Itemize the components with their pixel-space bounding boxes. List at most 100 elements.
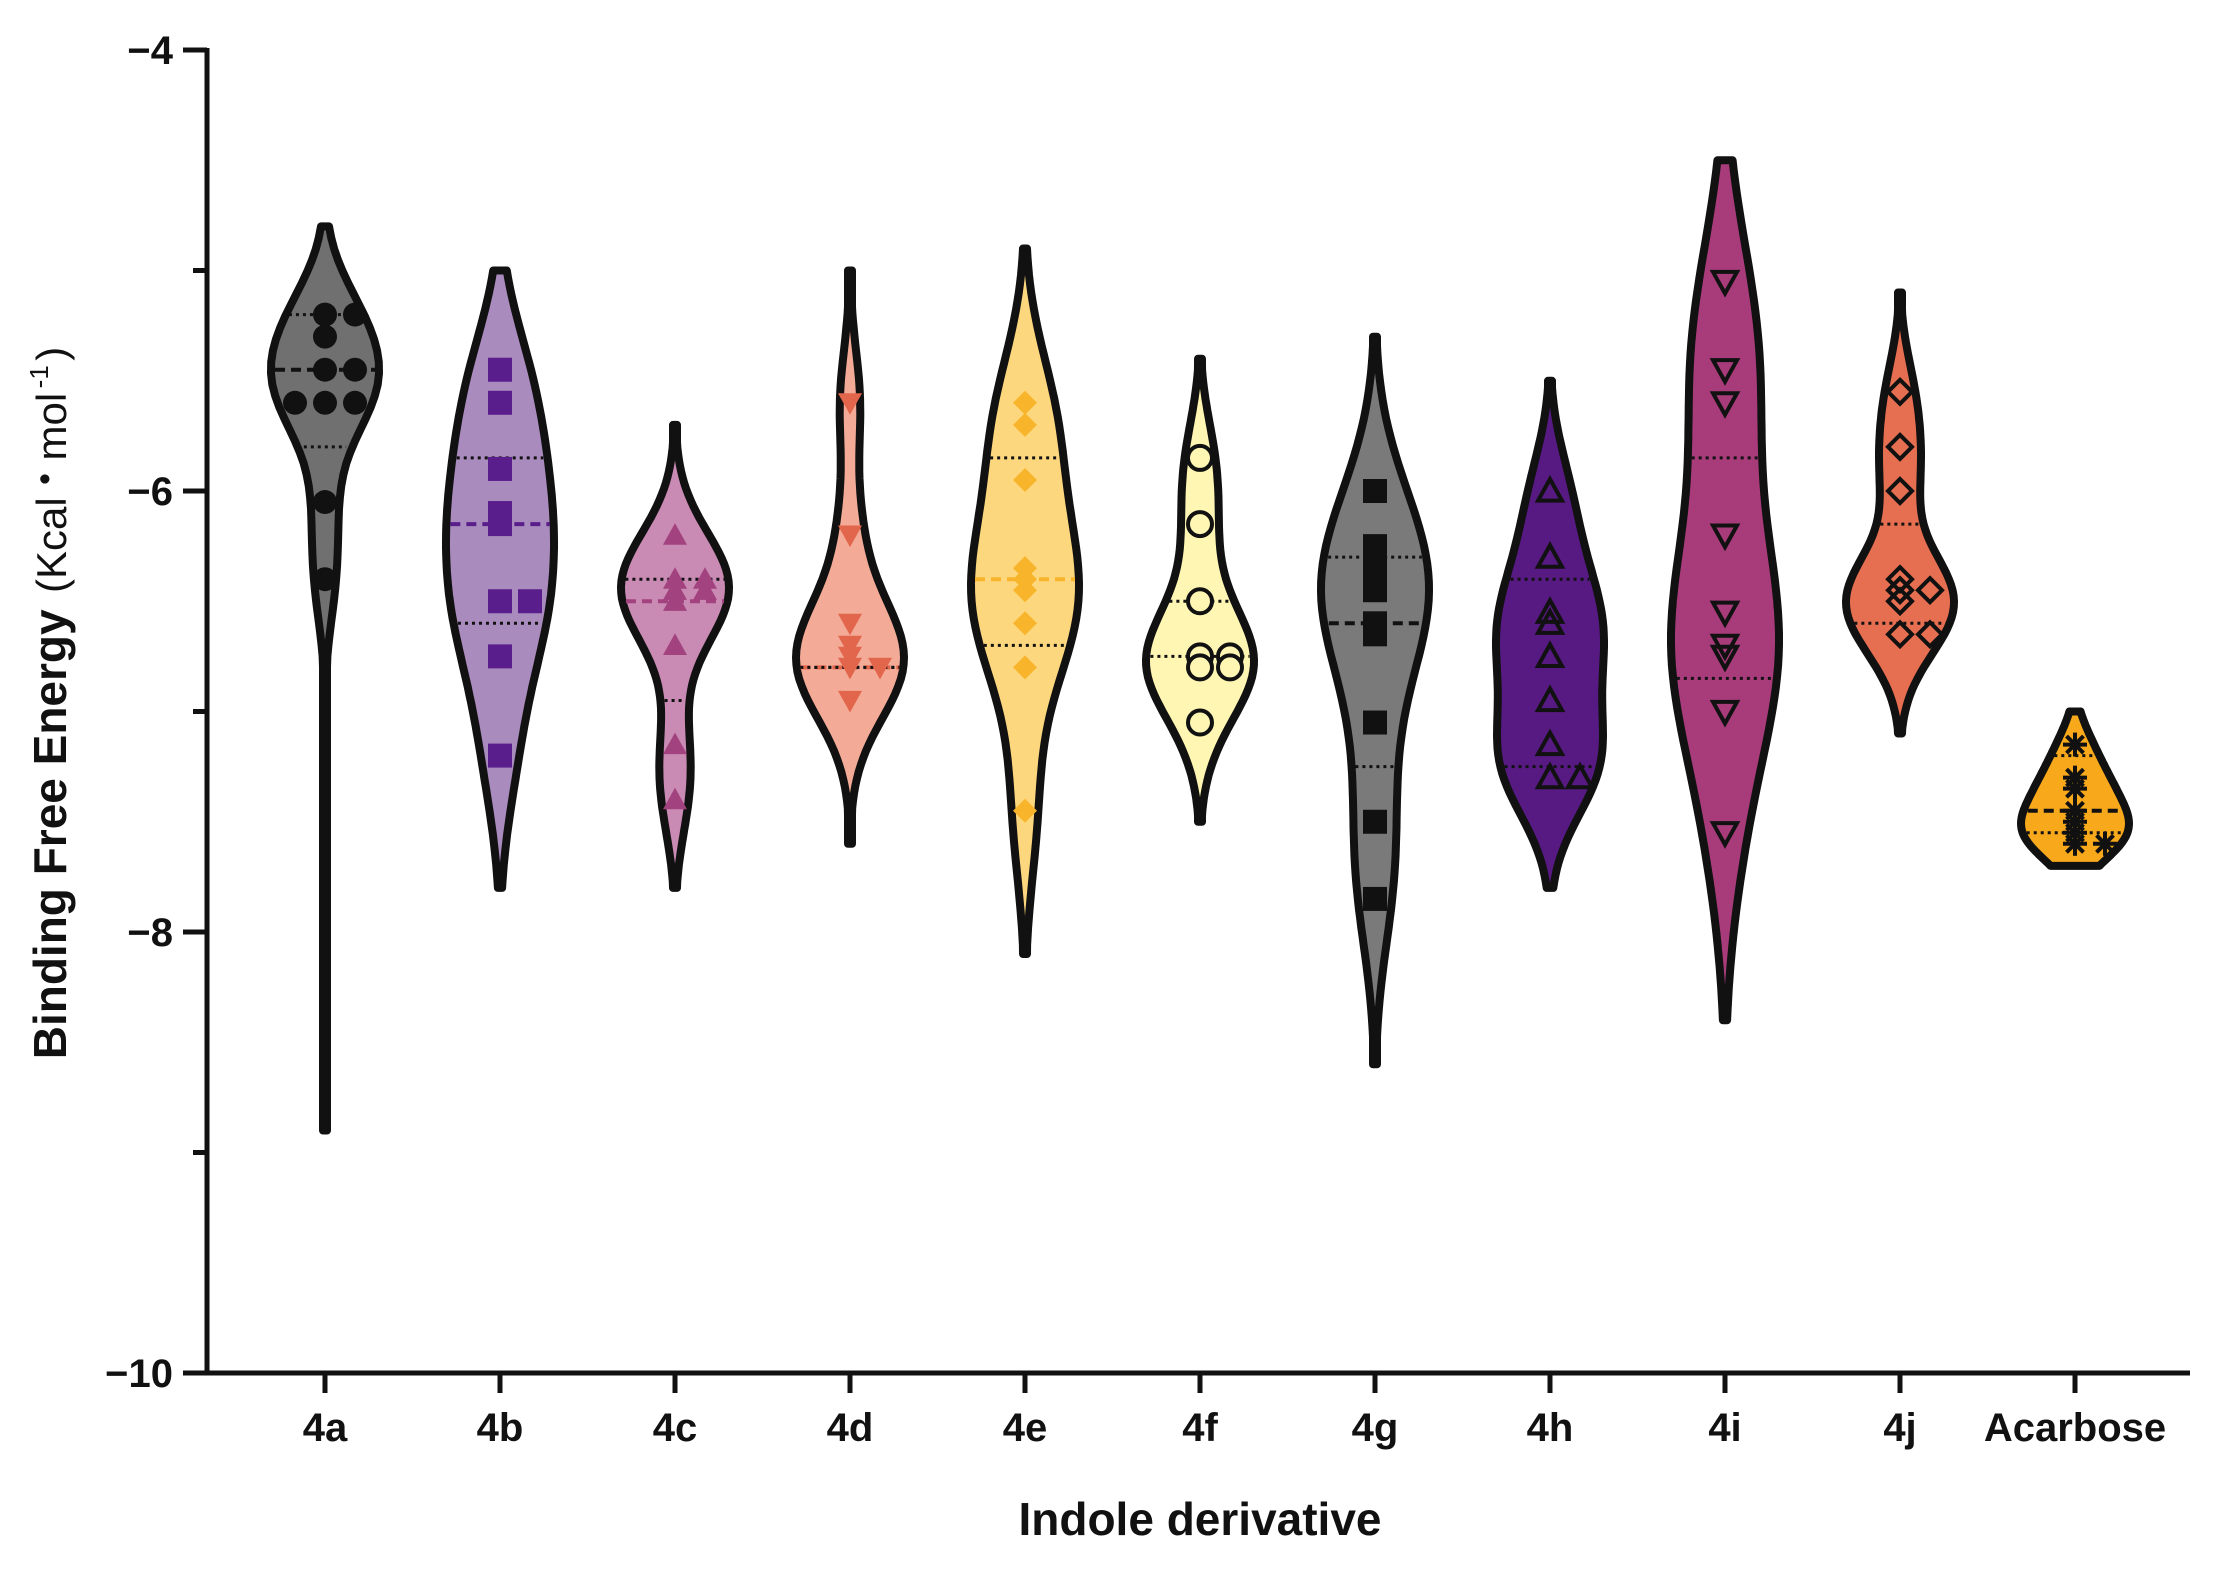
- data-point: [838, 657, 862, 680]
- data-point: [1709, 821, 1741, 849]
- data-point: [1216, 653, 1244, 682]
- y-tick-label: −6: [127, 470, 173, 514]
- data-point: [313, 302, 337, 327]
- y-axis-label-unit-open: (Kcal: [28, 497, 75, 593]
- violin-body: [1842, 288, 1958, 738]
- data-point: [838, 690, 862, 713]
- violin-Acarbose: [2017, 707, 2133, 870]
- violin-body: [267, 222, 383, 1135]
- data-point: [1709, 600, 1741, 629]
- violin-body: [1317, 332, 1433, 1069]
- data-point: [1186, 443, 1214, 472]
- y-tick-label: −10: [105, 1352, 173, 1396]
- data-point: [1534, 728, 1566, 757]
- x-axis-label: Indole derivative: [1018, 1493, 1381, 1545]
- data-point: [2063, 831, 2087, 856]
- data-point: [1709, 699, 1741, 728]
- x-tick-label: 4j: [1883, 1406, 1916, 1450]
- data-point: [1709, 523, 1741, 552]
- x-tick-label: 4i: [1708, 1406, 1741, 1450]
- data-point: [1013, 611, 1037, 636]
- violin-4b: [442, 266, 558, 892]
- data-point: [1709, 644, 1741, 673]
- data-point: [283, 390, 307, 415]
- y-axis-label-unit-close: ): [28, 347, 75, 361]
- violin-4a: [267, 222, 383, 1135]
- data-point: [663, 523, 687, 545]
- violin-layer: [267, 156, 2133, 1135]
- x-ticks: 4a 4b 4c 4d 4e 4f 4g 4h 4i 4j Acarbose: [303, 1373, 2166, 1450]
- x-tick-label: Acarbose: [1984, 1406, 2166, 1450]
- violin-4d: [792, 266, 908, 848]
- y-axis-label-unit-mol: mol: [28, 393, 75, 461]
- data-point: [1534, 684, 1566, 713]
- violin-body: [1667, 156, 1783, 1025]
- asterisk-stroke: [2065, 833, 2085, 854]
- data-point: [1013, 655, 1037, 680]
- data-point: [663, 589, 687, 611]
- data-point: [693, 567, 717, 589]
- data-point: [838, 646, 862, 669]
- y-axis-label-superscript: -1: [24, 365, 54, 388]
- data-point: [488, 456, 512, 481]
- data-point: [2063, 732, 2087, 757]
- data-point: [1534, 596, 1566, 624]
- asterisk-stroke: [2065, 734, 2085, 755]
- asterisk-stroke: [2095, 833, 2115, 854]
- data-point: [1534, 640, 1566, 668]
- violin-body: [442, 266, 558, 892]
- data-point: [488, 743, 512, 768]
- data-point: [1013, 798, 1037, 823]
- data-point: [1363, 886, 1387, 911]
- data-point: [838, 635, 862, 658]
- data-point: [1709, 358, 1741, 386]
- y-axis-label-dot: •: [26, 473, 64, 485]
- data-point: [1363, 809, 1387, 834]
- data-point: [1013, 412, 1037, 437]
- data-point: [1534, 474, 1566, 503]
- data-point: [313, 490, 337, 515]
- data-point: [1534, 541, 1566, 569]
- asterisk-stroke: [2065, 778, 2085, 799]
- violin-body: [792, 266, 908, 848]
- data-point: [488, 390, 512, 415]
- data-point: [1564, 761, 1596, 790]
- data-point: [488, 644, 512, 669]
- data-point: [313, 357, 337, 382]
- data-point: [1885, 586, 1915, 617]
- data-point: [488, 357, 512, 382]
- x-tick-label: 4g: [1352, 1406, 1399, 1450]
- y-tick-label: −8: [127, 911, 173, 955]
- data-point: [1363, 534, 1387, 559]
- y-axis-label: Binding Free Energy (Kcal • mol -1 ): [24, 347, 76, 1060]
- data-point: [1885, 376, 1915, 407]
- data-point: [1363, 710, 1387, 735]
- data-point: [1363, 578, 1387, 603]
- data-point: [1186, 587, 1214, 616]
- data-point: [838, 613, 862, 636]
- data-point: [663, 787, 687, 810]
- data-point: [1013, 578, 1037, 603]
- x-tick-label: 4c: [653, 1406, 698, 1450]
- y-ticks: −10 −8 −6 −4: [105, 29, 207, 1396]
- data-point: [1709, 269, 1741, 298]
- data-point: [1363, 622, 1387, 647]
- data-point: [1534, 761, 1566, 790]
- data-point: [343, 302, 367, 327]
- y-tick-label: −4: [127, 29, 173, 73]
- violin-body: [617, 420, 733, 892]
- data-point: [663, 567, 687, 589]
- violin-4g: [1317, 332, 1433, 1069]
- data-point: [2093, 831, 2117, 856]
- y-axis-label-main: Binding Free Energy: [24, 609, 76, 1059]
- data-point: [518, 589, 542, 614]
- data-point: [313, 567, 337, 592]
- data-point: [313, 324, 337, 349]
- data-point: [2063, 776, 2087, 801]
- data-point: [838, 393, 862, 415]
- data-point: [1885, 575, 1915, 606]
- violin-4i: [1667, 156, 1783, 1025]
- x-tick-label: 4d: [827, 1406, 874, 1450]
- data-point: [1013, 467, 1037, 492]
